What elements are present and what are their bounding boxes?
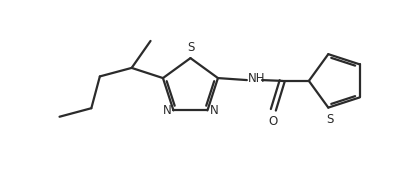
Text: O: O — [268, 115, 277, 128]
Text: N: N — [209, 104, 218, 117]
Text: S: S — [187, 41, 194, 54]
Text: S: S — [326, 113, 333, 126]
Text: NH: NH — [248, 72, 265, 85]
Text: N: N — [163, 104, 171, 117]
